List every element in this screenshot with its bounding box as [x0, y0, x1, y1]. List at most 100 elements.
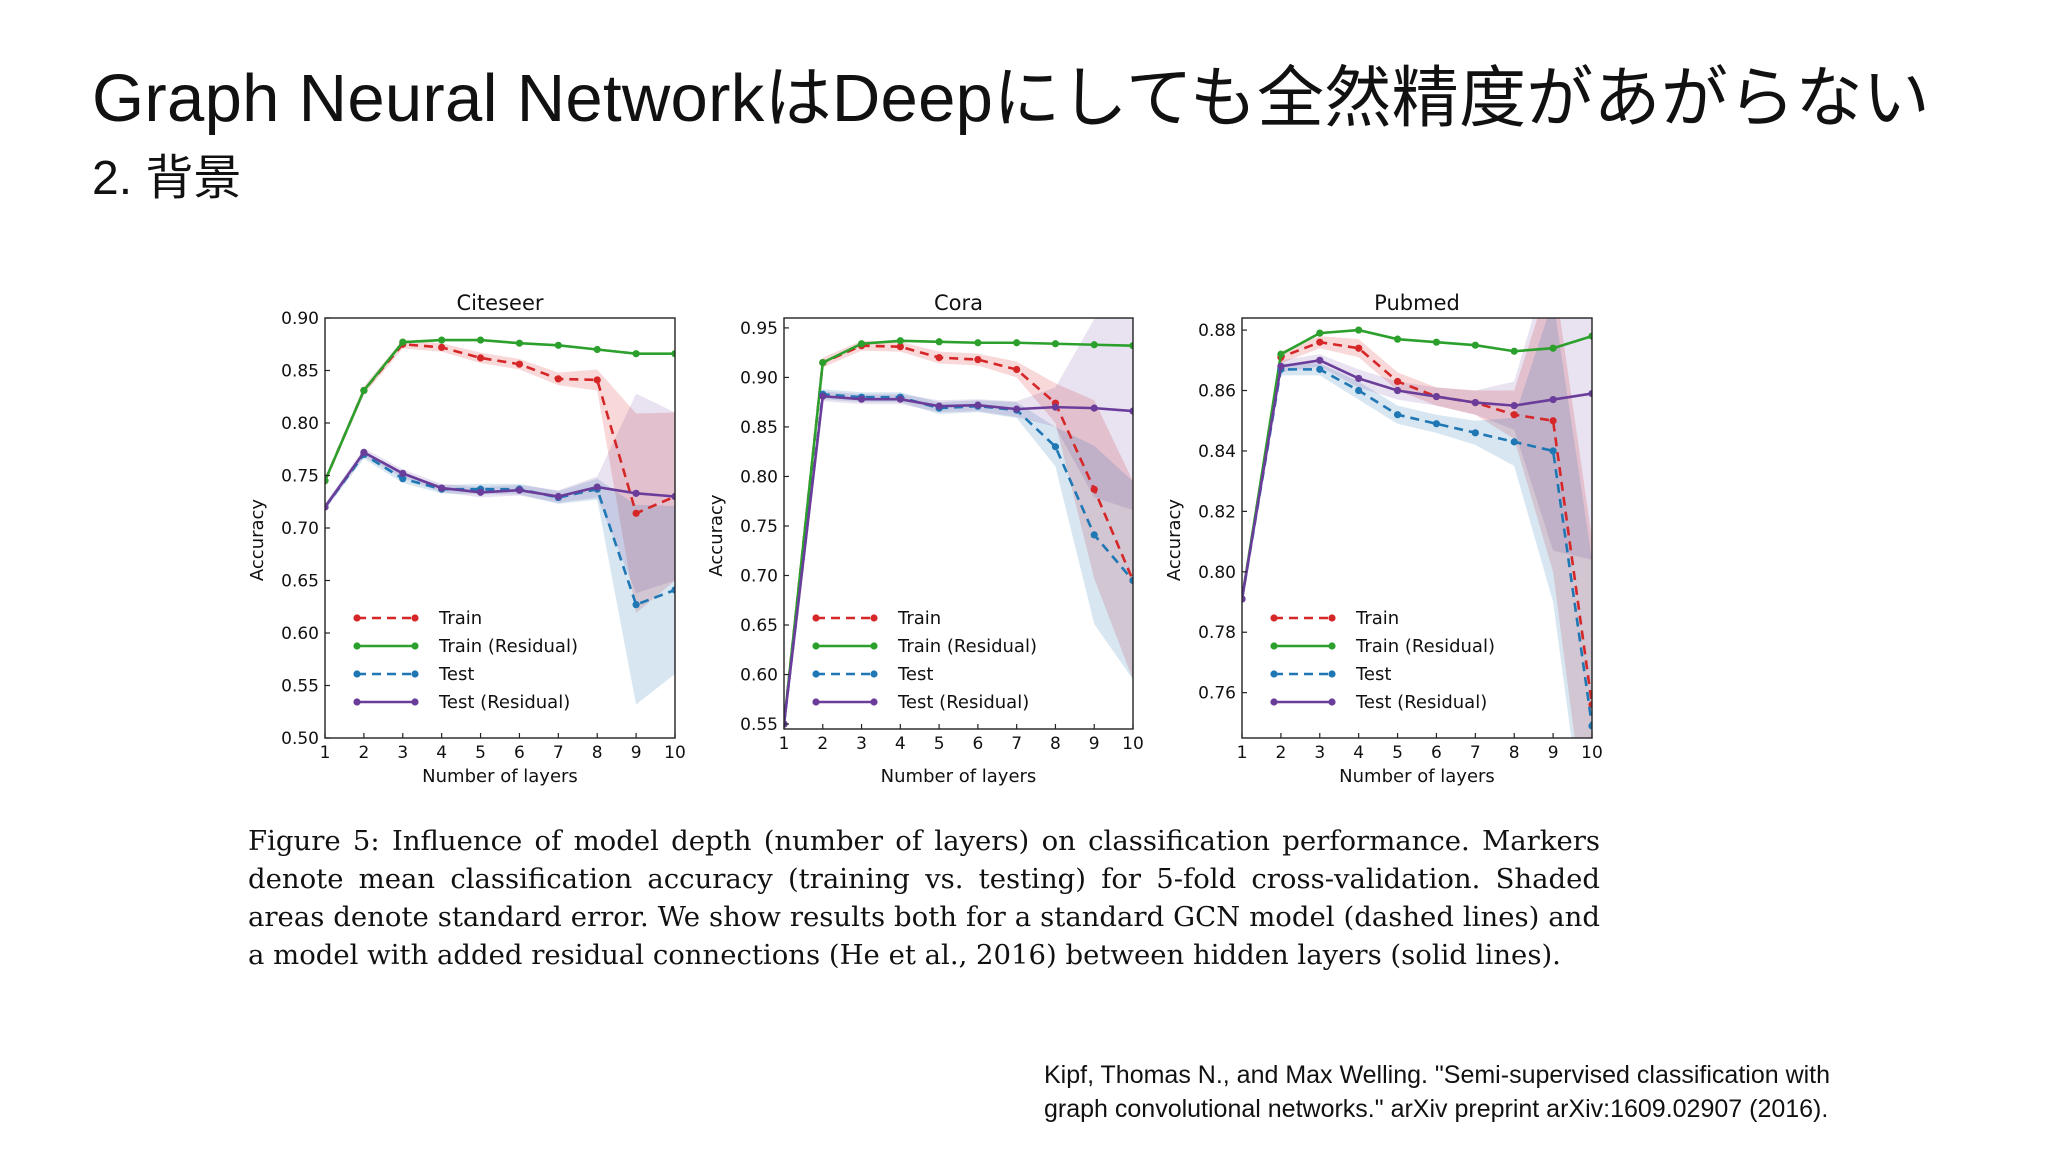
citation-line-1: Kipf, Thomas N., and Max Welling. "Semi-…: [1044, 1061, 1831, 1089]
legend-label: Test: [1355, 664, 1391, 685]
plot-frame: [783, 317, 1134, 730]
train-residual-marker: [1432, 338, 1441, 346]
test-residual-marker: [360, 448, 368, 456]
train-marker: [1393, 377, 1402, 386]
train-residual-marker: [325, 477, 329, 485]
y-tick-label: 0.60: [740, 666, 778, 686]
train-marker: [1013, 365, 1021, 374]
chart-citeseer: 1 2 3 4 5 6 7 8 9 10 0.50 0.55 0.60 0.65 0.70 0.75 0.80 0…: [247, 291, 686, 787]
train-marker: [476, 354, 485, 362]
test-residual-marker: [1051, 403, 1060, 411]
x-tick-label: 7: [1470, 743, 1481, 763]
x-tick-label: 1: [779, 734, 790, 754]
test-residual-marker: [1129, 407, 1133, 415]
x-tick-label: 10: [1122, 734, 1144, 754]
train-marker: [632, 509, 640, 517]
train-residual-marker: [1013, 339, 1021, 347]
y-tick-label: 0.90: [281, 309, 319, 329]
error-band: [784, 318, 1133, 729]
test-residual-marker: [1242, 595, 1246, 603]
x-tick-label: 8: [1050, 734, 1061, 754]
test-marker: [399, 475, 407, 483]
train-residual-marker: [1051, 340, 1060, 348]
x-tick-label: 10: [664, 743, 686, 763]
y-axis-label: Accuracy: [247, 499, 268, 582]
train-residual-marker: [360, 386, 368, 395]
x-tick-label: 9: [631, 743, 642, 763]
test-residual-marker: [438, 484, 446, 492]
chart-title: Citeseer: [456, 291, 543, 315]
citation: Kipf, Thomas N., and Max Welling. "Semi-…: [1044, 1058, 1830, 1126]
x-tick-label: 10: [1581, 743, 1603, 763]
train-residual-marker: [593, 345, 601, 354]
test-residual-marker: [819, 392, 827, 400]
train-residual-marker: [1129, 342, 1133, 350]
x-axis-label: Number of layers: [881, 766, 1037, 787]
y-tick-label: 0.90: [740, 368, 778, 388]
x-tick-label: 4: [895, 734, 906, 754]
chart-title: Pubmed: [1374, 291, 1460, 315]
x-tick-label: 6: [514, 743, 525, 763]
y-tick-label: 0.76: [1198, 684, 1236, 704]
test-residual-marker: [1588, 389, 1592, 398]
train-residual-line: [1242, 328, 1592, 600]
test-marker: [1051, 443, 1060, 451]
y-axis-label: Accuracy: [1164, 499, 1185, 582]
y-tick-label: 0.95: [740, 319, 778, 339]
test-residual-marker: [1432, 392, 1441, 401]
train-line: [1242, 340, 1592, 705]
test-residual-marker: [399, 469, 407, 477]
train-residual-marker: [974, 339, 982, 347]
error-band: [1242, 318, 1592, 738]
train-marker: [1316, 338, 1324, 346]
y-axis-label: Accuracy: [706, 494, 727, 577]
train-residual-marker: [1090, 341, 1098, 349]
train-marker: [1588, 701, 1592, 709]
train-residual-marker: [1277, 350, 1285, 358]
train-marker: [896, 343, 904, 351]
test-marker: [1549, 447, 1557, 455]
legend-label: Test: [438, 664, 474, 685]
train-marker: [515, 360, 524, 368]
slide-title: Graph Neural NetworkはDeepにしても全然精度があがらない: [92, 61, 1931, 136]
error-band: [1242, 318, 1592, 738]
x-tick-label: 3: [1314, 743, 1325, 763]
test-marker: [1588, 722, 1592, 730]
legend-label: Train (Residual): [897, 636, 1037, 657]
train-residual-line: [325, 338, 675, 482]
x-tick-label: 8: [1509, 743, 1520, 763]
legend: Train Train (Residual) Test Test (Residual): [353, 608, 578, 713]
test-marker: [1129, 576, 1133, 585]
test-residual-marker: [476, 488, 485, 496]
x-axis-label: Number of layers: [1339, 766, 1495, 787]
y-tick-label: 0.70: [740, 566, 778, 586]
legend-label: Train: [438, 608, 482, 629]
train-marker: [593, 376, 601, 384]
y-tick-label: 0.86: [1198, 382, 1236, 402]
x-tick-label: 5: [475, 743, 486, 763]
y-tick-label: 0.78: [1198, 623, 1236, 643]
slide-subtitle: 2. 背景: [92, 152, 242, 205]
test-marker: [1471, 429, 1479, 437]
test-residual-marker: [1013, 405, 1021, 413]
train-residual-marker: [1471, 341, 1479, 349]
x-tick-label: 9: [1089, 734, 1100, 754]
test-residual-line: [1242, 358, 1592, 600]
x-tick-label: 2: [358, 743, 369, 763]
error-band: [325, 340, 675, 614]
x-tick-label: 7: [1011, 734, 1022, 754]
test-residual-marker: [632, 489, 640, 497]
test-residual-marker: [1355, 374, 1363, 383]
train-residual-marker: [1588, 332, 1592, 340]
test-residual-marker: [554, 492, 562, 501]
y-tick-label: 0.65: [740, 616, 778, 636]
error-band: [325, 393, 675, 594]
train-residual-marker: [1510, 347, 1518, 355]
legend-label: Test (Residual): [897, 692, 1029, 713]
test-marker: [1510, 438, 1518, 446]
y-tick-label: 0.65: [281, 572, 319, 592]
x-axis-label: Number of layers: [422, 766, 578, 787]
legend-label: Test (Residual): [438, 692, 570, 713]
test-marker: [1316, 365, 1324, 373]
test-line: [784, 392, 1133, 725]
